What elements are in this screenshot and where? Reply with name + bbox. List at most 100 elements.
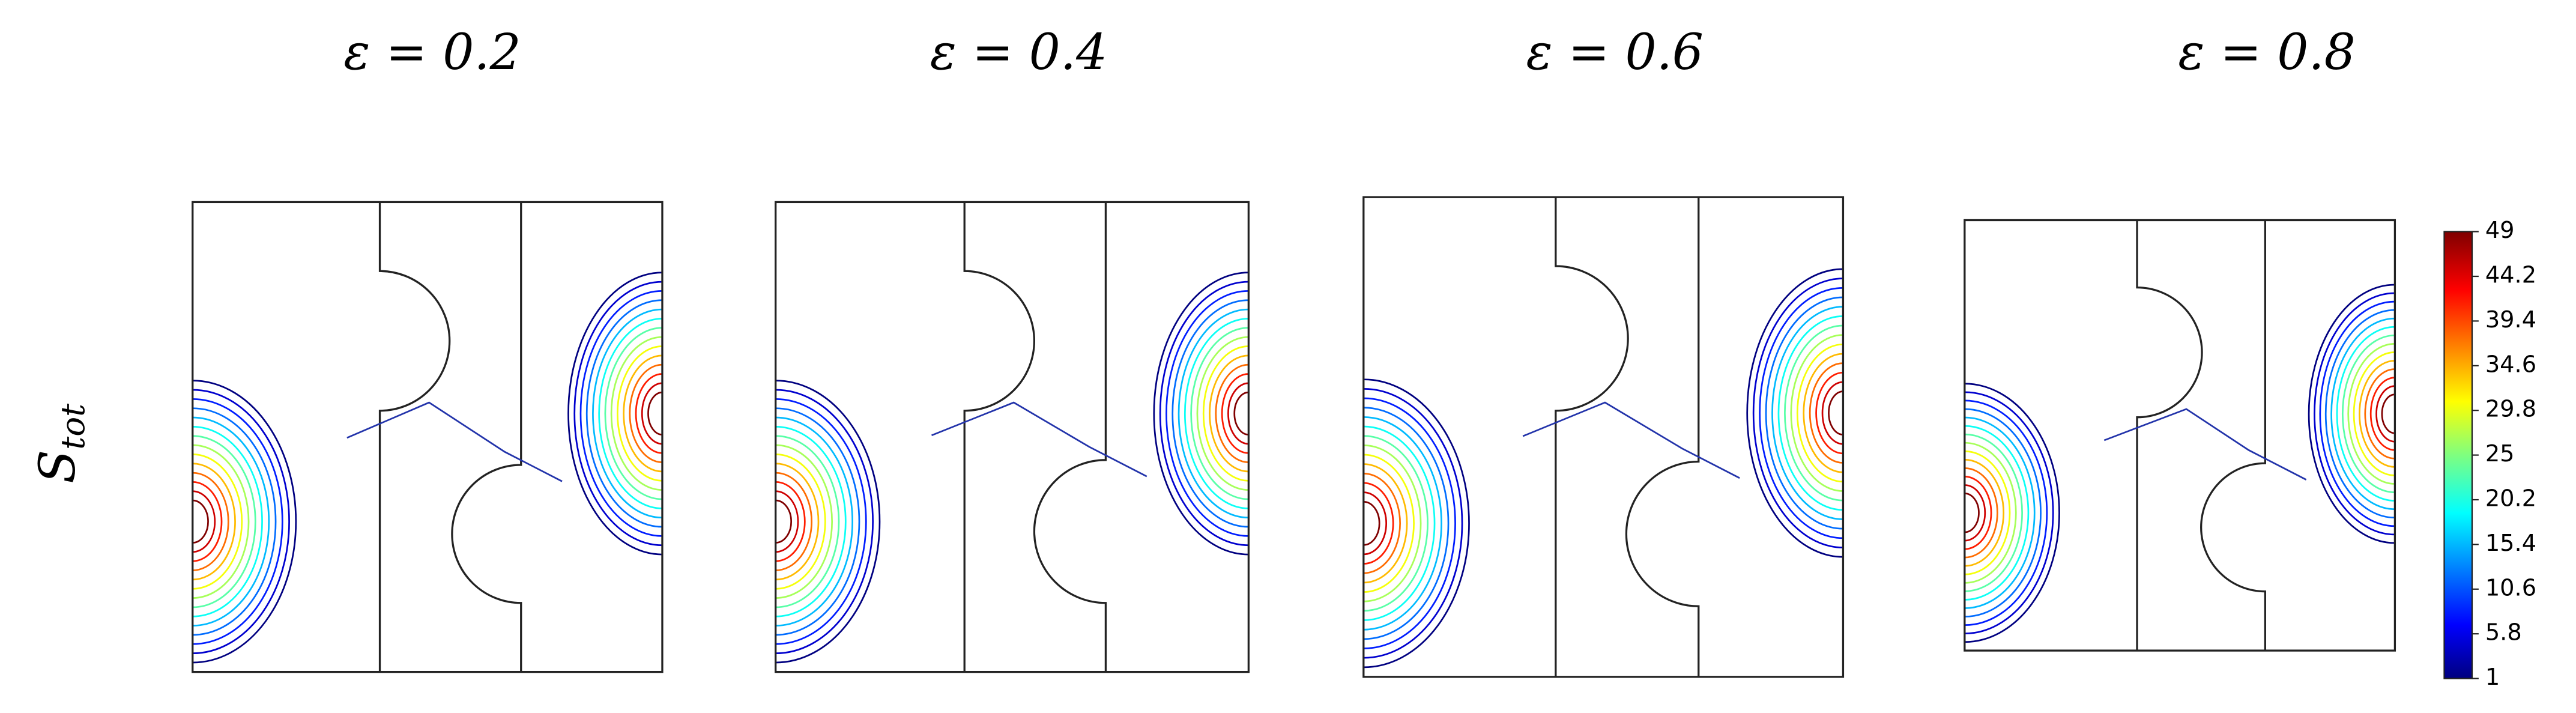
contour-line — [775, 444, 833, 599]
contour-line — [1363, 416, 1442, 631]
contour-line — [592, 308, 662, 519]
contour-line — [192, 490, 216, 553]
contour-line — [1964, 441, 2017, 584]
divider — [378, 202, 451, 672]
contour-line — [192, 407, 277, 636]
contour-line — [1153, 272, 1249, 556]
contour-line — [2353, 351, 2395, 476]
contour-line — [1759, 287, 1843, 539]
contour-line — [1964, 450, 2011, 575]
colorbar-tick-label: 20.2 — [2485, 485, 2536, 512]
colorbar-tick-label: 39.4 — [2485, 306, 2536, 333]
contour-line — [1796, 343, 1843, 483]
contour-line — [2364, 368, 2395, 460]
contour-line — [192, 426, 263, 617]
contour-line — [2341, 334, 2395, 493]
panel-title: ε = 0.6 — [1526, 24, 1704, 81]
contour-line — [192, 444, 250, 599]
panel-title: ε = 0.2 — [343, 24, 521, 81]
contour-line — [610, 336, 662, 491]
contour-line — [1964, 484, 1986, 542]
divider — [1555, 197, 1629, 677]
colorbar-tick-label: 25 — [2485, 440, 2515, 467]
contour-line — [2359, 360, 2395, 468]
row-label: Stot — [29, 403, 92, 484]
contours — [1964, 284, 2395, 643]
panel — [192, 201, 664, 673]
flow-line — [2103, 408, 2307, 481]
contour-line — [1809, 362, 1843, 464]
contour-line — [2347, 343, 2395, 485]
contour-line — [1964, 476, 1992, 550]
contour-line — [775, 472, 813, 571]
flow-line — [1522, 401, 1740, 479]
contour-line — [775, 481, 806, 562]
panel-frame — [192, 201, 664, 673]
contour-line — [1771, 306, 1843, 520]
flow-line — [931, 401, 1147, 478]
panel-frame — [775, 201, 1250, 673]
contour-line — [192, 499, 209, 544]
colorbar-tick-label: 15.4 — [2485, 530, 2536, 557]
contour-line — [1363, 472, 1401, 574]
panel-title: ε = 0.8 — [2178, 24, 2355, 81]
contour-line — [573, 281, 662, 547]
panel-title: ε = 0.4 — [930, 24, 1107, 81]
colorbar-tick-label: 5.8 — [2485, 619, 2522, 646]
contour-line — [192, 380, 297, 664]
contour-line — [192, 398, 283, 645]
contour-line — [1172, 299, 1249, 528]
contour-line — [1190, 327, 1249, 500]
contour-line — [629, 363, 662, 463]
contours — [775, 272, 1249, 664]
colorbar — [2443, 231, 2473, 679]
contour-line — [635, 373, 662, 454]
contour-line — [1765, 296, 1843, 530]
contour-line — [192, 435, 256, 608]
contour-line — [1363, 407, 1450, 640]
contour-line — [1184, 318, 1249, 509]
contour-line — [598, 318, 662, 509]
contours — [1363, 268, 1843, 669]
panel — [775, 201, 1250, 673]
panel — [1362, 196, 1845, 678]
contour-line — [1166, 290, 1249, 537]
contour-line — [1803, 353, 1843, 473]
row-label-text: Stot — [29, 403, 92, 484]
contour-line — [192, 389, 290, 654]
colorbar-tick-label: 10.6 — [2485, 574, 2536, 601]
contour-line — [579, 290, 662, 537]
row-label-subscript: tot — [53, 403, 92, 450]
contour-line — [647, 391, 662, 435]
row-label-main: S — [29, 450, 86, 484]
contour-line — [1221, 373, 1249, 454]
colorbar-tick-label: 29.8 — [2485, 396, 2536, 423]
colorbar-tick-label: 44.2 — [2485, 262, 2536, 289]
contour-line — [1964, 408, 2042, 617]
contour-line — [775, 398, 867, 645]
colorbar-tick-label: 1 — [2485, 664, 2500, 691]
panel-frame — [1964, 219, 2396, 652]
contour-line — [2381, 393, 2395, 434]
divider — [963, 202, 1035, 672]
divider — [2200, 220, 2266, 651]
contour-line — [775, 435, 840, 608]
contours — [192, 272, 662, 664]
contour-line — [2375, 385, 2395, 443]
contour-line — [775, 407, 860, 636]
contour-line — [192, 481, 223, 562]
contour-line — [1964, 416, 2036, 609]
colorbar-tick-label: 49 — [2485, 217, 2515, 244]
divider — [1033, 202, 1107, 672]
divider — [451, 202, 522, 672]
contour-line — [1202, 345, 1249, 482]
contour-line — [2369, 377, 2395, 451]
divider — [2136, 220, 2203, 651]
contour-line — [1209, 354, 1249, 473]
contour-line — [1964, 383, 2060, 643]
colorbar-tick-label: 34.6 — [2485, 351, 2536, 378]
panel — [1964, 219, 2396, 652]
contour-line — [1363, 463, 1408, 584]
flow-line — [346, 401, 563, 482]
